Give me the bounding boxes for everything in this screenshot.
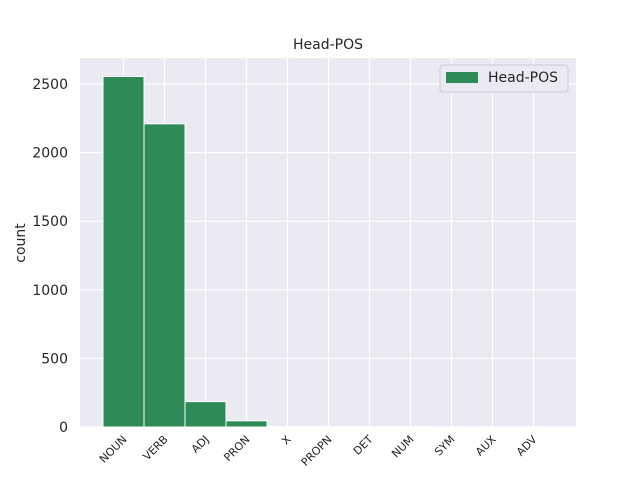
x-tick-label: PROPN [299, 433, 335, 469]
bar [102, 76, 145, 428]
y-axis-label: count [13, 223, 29, 263]
x-tick-label: NUM [389, 433, 416, 460]
y-tick-label: 500 [41, 351, 68, 367]
x-tick-label: X [279, 433, 294, 448]
bar [184, 401, 227, 428]
legend-box [439, 64, 569, 93]
legend: Head-POS [439, 64, 569, 93]
x-tick-label: SYM [432, 433, 458, 459]
x-tick-label: VERB [140, 433, 170, 463]
x-tick-label: AUX [473, 433, 499, 459]
y-tick-label: 2000 [32, 146, 68, 162]
chart-title: Head-POS [293, 37, 363, 53]
y-tick-label: 1500 [32, 214, 68, 230]
x-tick-label: ADJ [189, 433, 212, 456]
y-tick-label: 0 [59, 420, 68, 436]
bars [102, 76, 555, 428]
y-tick-labels: 0 500 1000 1500 2000 2500 [32, 77, 68, 436]
x-tick-labels: NOUN VERB ADJ PRON X PROPN DET NUM SYM AUX ADV [97, 433, 540, 469]
x-tick-label: DET [351, 433, 376, 458]
x-tick-label: ADV [514, 433, 540, 459]
bar [225, 420, 268, 428]
legend-swatch [446, 72, 478, 83]
bar [143, 123, 186, 428]
x-tick-label: NOUN [97, 433, 130, 466]
y-tick-label: 2500 [32, 77, 68, 93]
legend-label: Head-POS [488, 70, 558, 86]
x-tick-label: PRON [221, 433, 252, 464]
y-tick-label: 1000 [32, 283, 68, 299]
